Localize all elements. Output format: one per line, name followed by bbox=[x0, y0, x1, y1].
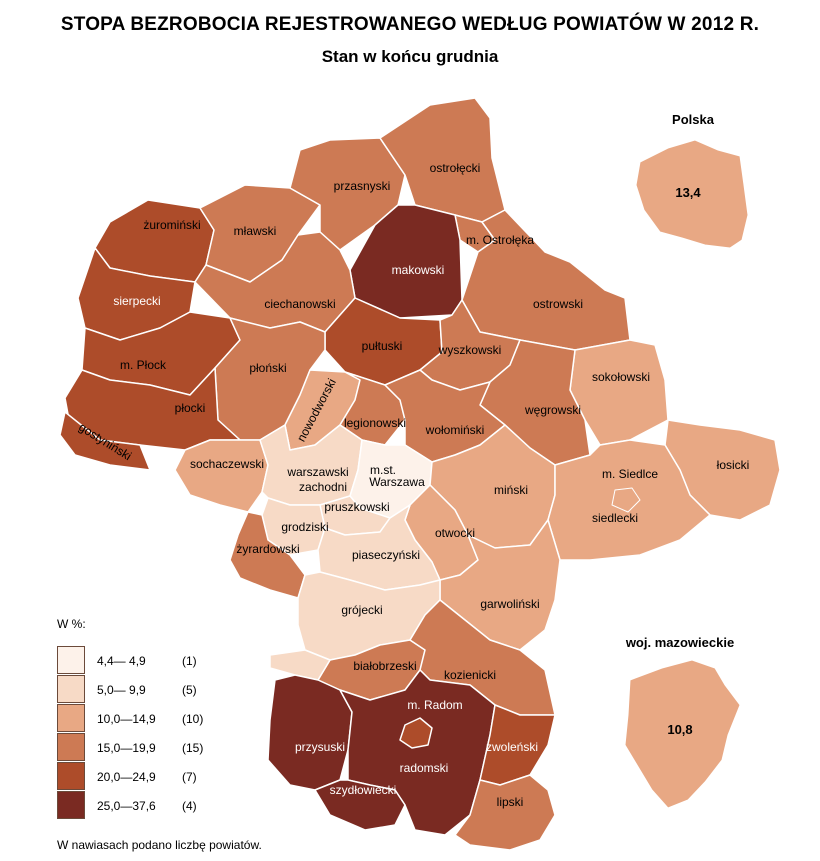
map-subtitle: Stan w końcu grudnia bbox=[321, 47, 499, 66]
legend-range: 25,0—37,6 bbox=[97, 799, 156, 813]
label-wyszkowski: wyszkowski bbox=[438, 343, 502, 357]
label-m-ostroleka: m. Ostrołęka bbox=[466, 233, 534, 247]
poland-shape bbox=[635, 139, 749, 249]
legend-swatch bbox=[57, 646, 85, 674]
label-radomski: radomski bbox=[400, 761, 449, 775]
region-gostyninski bbox=[59, 411, 151, 471]
label-ostrolecki: ostrołęcki bbox=[430, 161, 481, 175]
inset-poland-title: Polska bbox=[672, 112, 715, 127]
label-zwolenski: zwoleński bbox=[486, 740, 538, 754]
label-ciechanowski: ciechanowski bbox=[264, 297, 335, 311]
legend-swatch bbox=[57, 762, 85, 790]
label-warszawski-zachodni-1: warszawski bbox=[286, 465, 348, 479]
label-otwocki: otwocki bbox=[435, 526, 475, 540]
legend-swatch bbox=[57, 704, 85, 732]
legend-count: (5) bbox=[182, 683, 197, 697]
legend-item: 25,0—37,6 (4) bbox=[57, 791, 287, 820]
legend-count: (10) bbox=[182, 712, 204, 726]
legend-range: 5,0— 9,9 bbox=[97, 683, 146, 697]
legend-count: (15) bbox=[182, 741, 204, 755]
label-pruszkowski: pruszkowski bbox=[324, 500, 389, 514]
label-m-radom: m. Radom bbox=[407, 698, 462, 712]
label-przysuski: przysuski bbox=[295, 740, 345, 754]
legend-item: 20,0—24,9 (7) bbox=[57, 762, 287, 791]
label-plocki: płocki bbox=[175, 401, 206, 415]
legend-range: 4,4— 4,9 bbox=[97, 654, 146, 668]
label-bialobrzeski: białobrzeski bbox=[353, 659, 416, 673]
region-m-siedlce bbox=[611, 487, 641, 513]
label-grodziski: grodziski bbox=[281, 520, 328, 534]
label-plonski: płoński bbox=[249, 361, 286, 375]
legend-count: (7) bbox=[182, 770, 197, 784]
label-sokolowski: sokołowski bbox=[592, 370, 650, 384]
legend-item: 5,0— 9,9 (5) bbox=[57, 675, 287, 704]
footnote: W nawiasach podano liczbę powiatów. bbox=[57, 838, 262, 852]
legend-count: (1) bbox=[182, 654, 197, 668]
label-sierpecki: sierpecki bbox=[113, 294, 160, 308]
legend-title: W %: bbox=[57, 617, 86, 631]
inset-poland: Polska 13,4 bbox=[635, 112, 749, 249]
inset-mazowieckie-title: woj. mazowieckie bbox=[625, 635, 734, 650]
region-sochaczewski bbox=[174, 439, 269, 513]
label-sochaczewski: sochaczewski bbox=[190, 457, 264, 471]
label-wolominski: wołomiński bbox=[425, 423, 485, 437]
label-mlawski: mławski bbox=[234, 224, 277, 238]
label-losicki: łosicki bbox=[717, 458, 750, 472]
label-zurominski: żuromiński bbox=[143, 218, 200, 232]
mazowieckie-shape bbox=[624, 659, 741, 809]
map-title: STOPA BEZROBOCIA REJESTROWANEGO WEDŁUG P… bbox=[60, 14, 760, 35]
legend-swatch bbox=[57, 675, 85, 703]
legend-range: 10,0—14,9 bbox=[97, 712, 156, 726]
label-szydlowiecki: szydłowiecki bbox=[330, 783, 397, 797]
label-przasnyski: przasnyski bbox=[334, 179, 391, 193]
label-pultuski: pułtuski bbox=[362, 339, 403, 353]
legend-swatch bbox=[57, 733, 85, 761]
label-m-siedlce: m. Siedlce bbox=[602, 467, 658, 481]
label-m-plock: m. Płock bbox=[120, 358, 167, 372]
legend-range: 15,0—19,9 bbox=[97, 741, 156, 755]
inset-mazowieckie: woj. mazowieckie 10,8 bbox=[624, 635, 741, 809]
label-siedlecki: siedlecki bbox=[592, 511, 638, 525]
label-grojecki: grójecki bbox=[341, 603, 382, 617]
label-garwolinski: garwoliński bbox=[480, 597, 539, 611]
legend-count: (4) bbox=[182, 799, 197, 813]
inset-mazowieckie-value: 10,8 bbox=[667, 722, 692, 737]
region-m-radom bbox=[399, 717, 433, 749]
label-minski: miński bbox=[494, 483, 528, 497]
label-lipski: lipski bbox=[497, 795, 524, 809]
label-legionowski: legionowski bbox=[344, 416, 406, 430]
label-m-st-warszawa-2: Warszawa bbox=[369, 475, 425, 489]
region-przysuski bbox=[267, 674, 353, 791]
region-lipski bbox=[454, 774, 556, 851]
label-m-st-warszawa-1: m.st. bbox=[370, 463, 396, 477]
legend-item: 4,4— 4,9 (1) bbox=[57, 646, 287, 675]
label-ostrowski: ostrowski bbox=[533, 297, 583, 311]
label-wegrowski: węgrowski bbox=[524, 403, 581, 417]
region-szydlowiecki bbox=[314, 779, 406, 831]
label-piaseczynski: piaseczyński bbox=[352, 548, 420, 562]
legend-range: 20,0—24,9 bbox=[97, 770, 156, 784]
legend-item: 15,0—19,9 (15) bbox=[57, 733, 287, 762]
label-warszawski-zachodni-2: zachodni bbox=[299, 480, 347, 494]
legend-item: 10,0—14,9 (10) bbox=[57, 704, 287, 733]
label-kozienicki: kozienicki bbox=[444, 668, 496, 682]
inset-poland-value: 13,4 bbox=[675, 185, 701, 200]
label-makowski: makowski bbox=[392, 263, 445, 277]
legend-swatch bbox=[57, 791, 85, 819]
label-zyrardowski: żyrardowski bbox=[236, 542, 299, 556]
